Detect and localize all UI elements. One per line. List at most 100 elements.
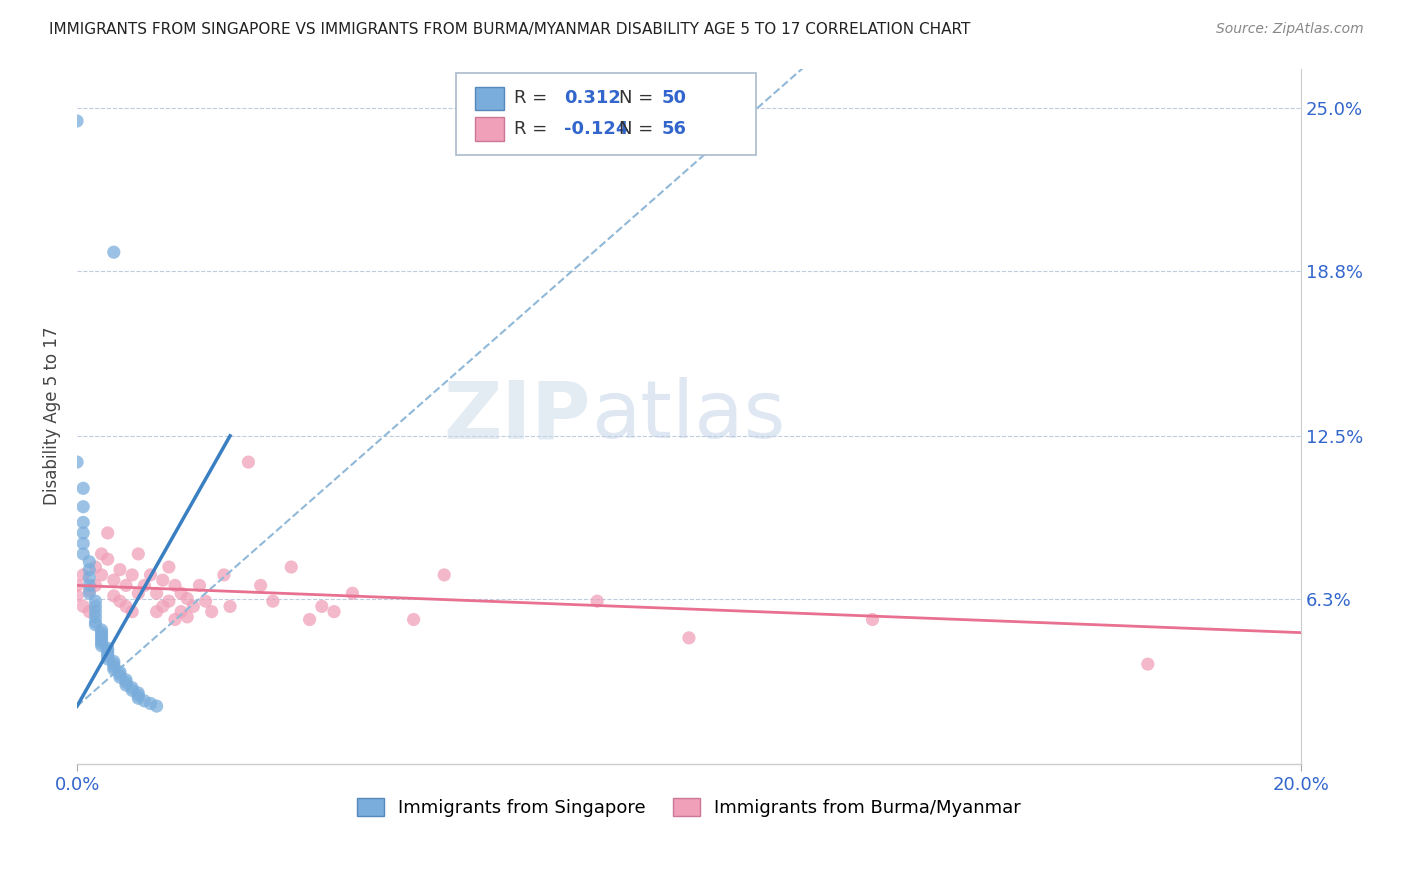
- Point: [249, 578, 271, 592]
- Text: ZIP: ZIP: [444, 377, 591, 455]
- Point: [79, 570, 101, 584]
- Point: [280, 560, 302, 574]
- Point: [66, 114, 89, 128]
- Point: [72, 536, 94, 550]
- Point: [72, 568, 94, 582]
- Point: [84, 599, 107, 614]
- Text: atlas: atlas: [591, 377, 786, 455]
- Text: -0.124: -0.124: [564, 120, 628, 138]
- Point: [97, 552, 120, 566]
- Point: [84, 560, 107, 574]
- FancyBboxPatch shape: [457, 73, 756, 155]
- Point: [311, 599, 333, 614]
- Point: [97, 525, 120, 540]
- Point: [298, 613, 321, 627]
- Point: [1136, 657, 1159, 672]
- Point: [134, 694, 156, 708]
- Point: [262, 594, 284, 608]
- Point: [121, 568, 143, 582]
- Point: [188, 578, 211, 592]
- Point: [97, 649, 120, 664]
- Point: [183, 599, 205, 614]
- Point: [127, 691, 149, 706]
- Point: [323, 605, 346, 619]
- Point: [97, 647, 120, 661]
- Point: [238, 455, 260, 469]
- Point: [115, 678, 138, 692]
- Point: [90, 628, 112, 642]
- Point: [194, 594, 217, 608]
- Point: [79, 583, 101, 598]
- Point: [79, 563, 101, 577]
- Point: [103, 659, 125, 673]
- Text: 50: 50: [662, 89, 688, 107]
- Point: [342, 586, 364, 600]
- Point: [145, 699, 167, 714]
- Point: [127, 547, 149, 561]
- Point: [219, 599, 242, 614]
- Point: [66, 455, 89, 469]
- Point: [90, 623, 112, 637]
- Point: [139, 568, 162, 582]
- Point: [72, 481, 94, 495]
- Point: [66, 578, 89, 592]
- Point: [66, 589, 89, 603]
- Point: [72, 525, 94, 540]
- Point: [72, 516, 94, 530]
- Point: [103, 655, 125, 669]
- Point: [212, 568, 235, 582]
- Point: [72, 500, 94, 514]
- Point: [103, 589, 125, 603]
- Point: [170, 586, 193, 600]
- Point: [103, 657, 125, 672]
- Y-axis label: Disability Age 5 to 17: Disability Age 5 to 17: [44, 327, 60, 506]
- Point: [103, 245, 125, 260]
- Point: [862, 613, 884, 627]
- Point: [127, 689, 149, 703]
- Point: [139, 697, 162, 711]
- Text: IMMIGRANTS FROM SINGAPORE VS IMMIGRANTS FROM BURMA/MYANMAR DISABILITY AGE 5 TO 1: IMMIGRANTS FROM SINGAPORE VS IMMIGRANTS …: [49, 22, 970, 37]
- Point: [115, 673, 138, 687]
- Point: [103, 662, 125, 676]
- Point: [176, 610, 198, 624]
- Point: [90, 633, 112, 648]
- Point: [108, 563, 131, 577]
- Point: [84, 615, 107, 629]
- Point: [163, 613, 186, 627]
- Point: [157, 560, 180, 574]
- Point: [90, 568, 112, 582]
- Point: [121, 683, 143, 698]
- Text: R =: R =: [515, 120, 553, 138]
- Point: [72, 599, 94, 614]
- FancyBboxPatch shape: [475, 87, 505, 111]
- Point: [79, 578, 101, 592]
- Point: [127, 686, 149, 700]
- Point: [115, 675, 138, 690]
- Point: [90, 639, 112, 653]
- Point: [103, 573, 125, 587]
- Point: [84, 617, 107, 632]
- Text: 0.312: 0.312: [564, 89, 621, 107]
- Point: [121, 605, 143, 619]
- Point: [108, 670, 131, 684]
- Point: [108, 665, 131, 679]
- Point: [134, 578, 156, 592]
- Point: [127, 586, 149, 600]
- Point: [97, 641, 120, 656]
- Point: [152, 573, 174, 587]
- Point: [108, 667, 131, 681]
- Point: [433, 568, 456, 582]
- Point: [586, 594, 609, 608]
- Point: [84, 610, 107, 624]
- Text: N =: N =: [619, 89, 659, 107]
- Point: [163, 578, 186, 592]
- Point: [84, 594, 107, 608]
- Point: [115, 578, 138, 592]
- Point: [152, 599, 174, 614]
- Point: [79, 555, 101, 569]
- Point: [108, 594, 131, 608]
- Point: [678, 631, 700, 645]
- Point: [115, 599, 138, 614]
- Point: [145, 605, 167, 619]
- FancyBboxPatch shape: [475, 117, 505, 141]
